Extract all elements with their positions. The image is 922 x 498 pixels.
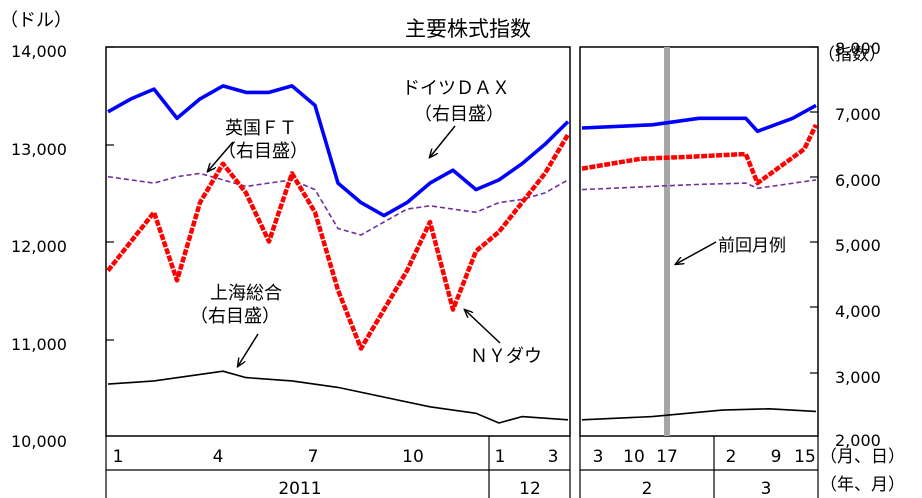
sub-month-label: 2 [642, 479, 653, 498]
month-label: 10 [402, 447, 424, 467]
year-label: 2011 [278, 479, 321, 498]
right-tick-label: 5,000 [835, 236, 881, 255]
ft-line-main [107, 172, 569, 236]
previous-report-label: 前回月例 [718, 236, 786, 256]
shanghai-label-scale: （右目盛） [190, 306, 280, 327]
right-tick-label: 6,000 [835, 171, 881, 190]
previous-report-marker [664, 47, 670, 436]
x-unit-day: （月、日） [820, 447, 905, 467]
month-label: 1 [495, 447, 506, 467]
ny-dow-line-recent [581, 123, 819, 186]
dax-arrow [430, 125, 456, 157]
ft-label: 英国ＦＴ [225, 118, 297, 139]
left-tick-label: 12,000 [11, 237, 67, 256]
right-tick-label: 2,000 [835, 431, 881, 450]
dax-label: ドイツＤＡＸ [402, 78, 510, 99]
day-label: 10 [623, 447, 645, 467]
dax-line-main [107, 84, 570, 218]
right-tick-marks [810, 46, 818, 374]
dax-label-scale: （右目盛） [414, 104, 504, 125]
left-tick-label: 13,000 [11, 140, 67, 159]
annotations: ドイツＤＡＸ （右目盛） 英国ＦＴ （右目盛） 上海総合 （右目盛） ＮＹダウ … [190, 78, 786, 367]
previous-report-arrow [676, 241, 717, 264]
shanghai-line-recent [581, 407, 817, 421]
year-label: 12 [519, 479, 541, 498]
ny-label: ＮＹダウ [470, 346, 542, 367]
right-tick-label: 4,000 [835, 302, 881, 321]
month-label: 4 [213, 447, 224, 467]
chart-title: 主要株式指数 [405, 17, 531, 41]
sub-month-label: 3 [761, 479, 772, 498]
dax-line-recent [581, 103, 817, 134]
day-label: 17 [656, 447, 678, 467]
right-tick-label: 7,000 [835, 105, 881, 124]
shanghai-label: 上海総合 [210, 283, 282, 304]
day-label: 9 [771, 447, 782, 467]
shanghai-line-main [107, 370, 569, 424]
right-axis-unit: （指数） [818, 45, 886, 65]
left-axis-ticks: 14,000 13,000 12,000 11,000 10,000 [11, 42, 67, 451]
x-axis-rows [105, 436, 819, 498]
month-label: 7 [308, 447, 319, 467]
ft-line-recent [581, 179, 817, 191]
left-tick-label: 11,000 [11, 335, 67, 354]
x-unit-year: （年、月） [820, 475, 905, 495]
ft-arrow [208, 141, 234, 171]
left-tick-label: 14,000 [11, 42, 67, 61]
shanghai-arrow [238, 333, 259, 366]
right-axis-ticks: 8,000 7,000 6,000 5,000 4,000 3,000 2,00… [835, 39, 881, 450]
series-layer [106, 84, 819, 424]
right-tick-label: 3,000 [835, 368, 881, 387]
left-axis-unit: （ドル） [0, 10, 72, 31]
month-label: 3 [548, 447, 559, 467]
day-label: 3 [593, 447, 604, 467]
ny-arrow [465, 310, 501, 344]
day-label: 15 [794, 447, 816, 467]
ft-label-scale: （右目盛） [218, 141, 308, 162]
left-tick-label: 10,000 [11, 432, 67, 451]
ny-dow-line-main [106, 133, 570, 351]
left-tick-marks [106, 46, 114, 341]
right-tick-label: 8,000 [835, 39, 881, 58]
month-label: 1 [113, 447, 124, 467]
sub-day-labels: 3 10 17 2 9 15 [593, 447, 816, 467]
day-label: 2 [726, 447, 737, 467]
main-month-labels: 1 4 7 10 1 3 [113, 447, 559, 467]
